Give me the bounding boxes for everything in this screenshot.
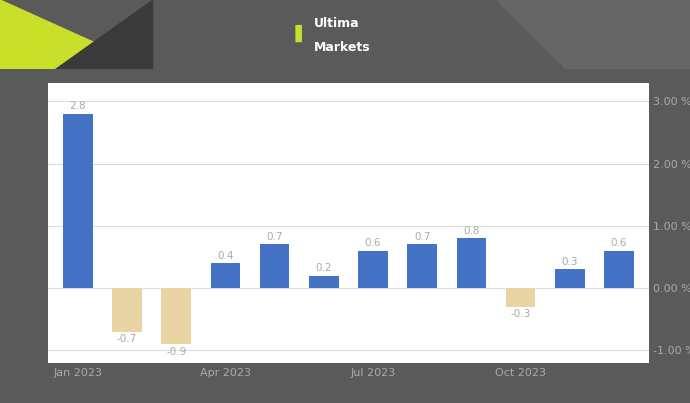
Polygon shape [55,0,152,69]
Bar [210,263,240,288]
Text: 0.7: 0.7 [266,232,283,242]
Bar [358,251,388,288]
Text: 0.3: 0.3 [562,257,578,267]
Text: 0.8: 0.8 [463,226,480,236]
Bar [309,276,339,288]
Bar [63,114,92,288]
Bar [604,251,634,288]
Bar [506,288,535,307]
Text: 0.4: 0.4 [217,251,234,261]
Text: -0.3: -0.3 [511,309,531,319]
Text: ▐: ▐ [288,24,307,42]
Text: -0.7: -0.7 [117,334,137,344]
Bar [112,288,141,332]
Polygon shape [0,0,152,69]
Text: Markets: Markets [314,42,371,54]
Text: Ultima: Ultima [314,17,359,31]
Text: 0.6: 0.6 [611,238,627,248]
Bar [260,245,289,288]
Bar [555,269,584,288]
Polygon shape [497,0,690,69]
Text: 2.8: 2.8 [70,101,86,111]
Text: 0.2: 0.2 [315,263,332,273]
Text: 0.7: 0.7 [414,232,431,242]
Text: -0.9: -0.9 [166,347,186,357]
Text: 0.6: 0.6 [365,238,382,248]
Bar [161,288,191,344]
Bar [408,245,437,288]
Bar [457,238,486,288]
